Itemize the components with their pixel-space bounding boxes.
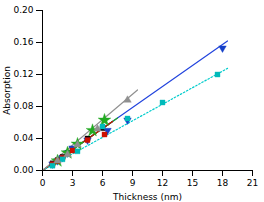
svg-text:9: 9 — [130, 178, 136, 188]
svg-text:0.00: 0.00 — [13, 165, 33, 175]
svg-text:0.04: 0.04 — [13, 133, 33, 143]
svg-text:18: 18 — [217, 178, 229, 188]
svg-text:0.12: 0.12 — [13, 69, 33, 79]
svg-text:0: 0 — [40, 178, 46, 188]
svg-text:0.20: 0.20 — [13, 5, 33, 15]
svg-text:21: 21 — [247, 178, 258, 188]
svg-text:Absorption: Absorption — [2, 66, 12, 115]
svg-text:Thickness (nm): Thickness (nm) — [112, 192, 182, 202]
svg-text:6: 6 — [100, 178, 106, 188]
svg-text:3: 3 — [70, 178, 76, 188]
svg-text:0.16: 0.16 — [13, 37, 33, 47]
svg-text:15: 15 — [187, 178, 198, 188]
svg-text:12: 12 — [157, 178, 168, 188]
svg-text:0.08: 0.08 — [13, 101, 33, 111]
